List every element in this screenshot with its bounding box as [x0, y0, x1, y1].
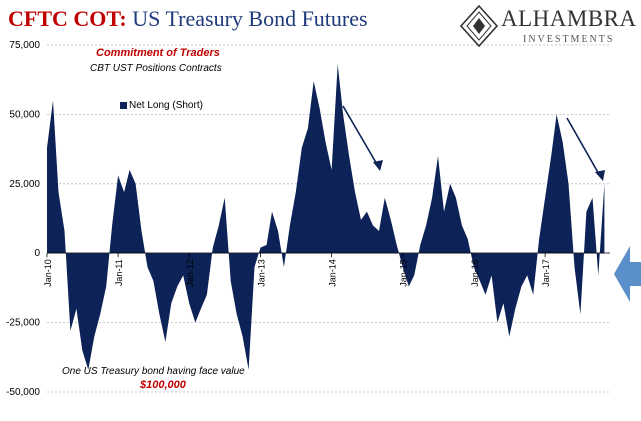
- y-tick-label: 75,000: [9, 40, 40, 51]
- annotation-note: One US Treasury bond having face value: [62, 366, 245, 377]
- y-tick-label: 50,000: [9, 109, 40, 120]
- y-axis: 75,000 50,000 25,000 0 -25,000 -50,000: [6, 40, 40, 398]
- x-tick-label: Jan-14: [328, 259, 338, 287]
- x-axis: Jan-10 Jan-11 Jan-12 Jan-13 Jan-14 Jan-15 Jan-…: [43, 253, 551, 287]
- logo-subtitle: INVESTMENTS: [523, 34, 615, 45]
- x-tick-label: Jan-17: [541, 259, 551, 287]
- x-tick-label: Jan-16: [470, 259, 480, 287]
- diamond-logo-icon: [459, 4, 499, 48]
- annotation-heading: Commitment of Traders: [96, 47, 220, 59]
- arrow-annotation-2014: [342, 105, 383, 171]
- x-tick-label: Jan-12: [185, 259, 195, 287]
- brand-logo: ALHAMBRA INVESTMENTS: [459, 4, 639, 52]
- legend: Net Long (Short): [120, 100, 203, 111]
- y-tick-label: -25,000: [6, 318, 40, 329]
- y-tick-label: 25,000: [9, 179, 40, 190]
- chart-title: CFTC COT: US Treasury Bond Futures: [8, 6, 368, 31]
- annotation-subheading: CBT UST Positions Contracts: [90, 63, 222, 74]
- annotation-face-value: $100,000: [140, 379, 186, 391]
- logo-name: ALHAMBRA: [501, 6, 637, 31]
- pointer-arrow-icon: [614, 246, 641, 302]
- x-tick-label: Jan-10: [43, 259, 53, 287]
- arrow-annotation-2017: [566, 117, 605, 181]
- legend-swatch: [120, 102, 127, 109]
- y-tick-label: 0: [34, 248, 40, 259]
- y-tick-label: -50,000: [6, 387, 40, 398]
- x-tick-label: Jan-11: [114, 259, 124, 286]
- x-tick-label: Jan-13: [257, 259, 267, 287]
- series-net-long-area: [47, 64, 605, 370]
- x-tick-label: Jan-15: [399, 259, 409, 287]
- legend-label: Net Long (Short): [129, 100, 203, 111]
